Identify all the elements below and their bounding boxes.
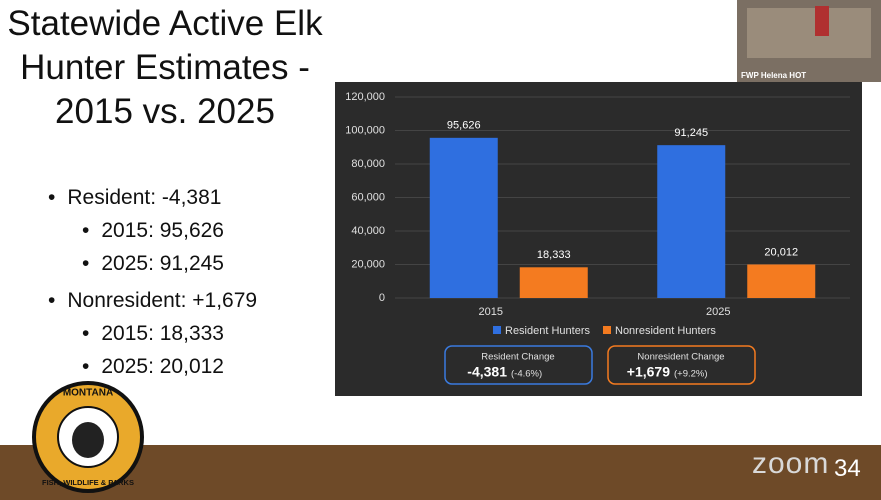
logo-top-text: MONTANA <box>63 388 113 399</box>
bar <box>429 137 498 298</box>
change-box-value: +1,679 <box>627 364 670 380</box>
data-label: 18,333 <box>537 249 571 261</box>
y-tick-label: 20,000 <box>351 258 385 270</box>
zoom-watermark: zoom <box>752 447 830 480</box>
chart-background <box>335 82 862 396</box>
sub-bullet: 2015: 18,333 <box>82 322 224 346</box>
change-box-pct: (+9.2%) <box>674 369 708 380</box>
bar <box>519 267 588 298</box>
x-tick-label: 2025 <box>706 306 730 318</box>
y-tick-label: 0 <box>379 292 385 304</box>
data-label: 91,245 <box>674 127 708 139</box>
footer-bar <box>0 445 881 500</box>
sub-bullet: 2025: 91,245 <box>82 252 224 276</box>
legend-label: Nonresident Hunters <box>615 325 716 337</box>
legend-swatch <box>603 326 611 334</box>
slide-title: Statewide Active Elk Hunter Estimates - … <box>7 4 323 131</box>
legend-swatch <box>493 326 501 334</box>
y-tick-label: 60,000 <box>351 191 385 203</box>
video-label: FWP Helena HOT <box>741 71 807 80</box>
bar <box>747 264 816 298</box>
y-tick-label: 120,000 <box>345 91 385 103</box>
change-box-title: Nonresident Change <box>637 352 724 363</box>
bullet: Resident: -4,381 <box>48 186 221 210</box>
video-thumbnail <box>737 0 881 82</box>
logo: MONTANA FISH, WILDLIFE & PARKS <box>32 381 144 493</box>
change-box-pct: (-4.6%) <box>511 369 542 380</box>
sub-bullet: 2015: 95,626 <box>82 219 224 243</box>
logo-bear-face <box>72 422 104 458</box>
page-number: 34 <box>834 455 861 482</box>
change-box <box>607 345 756 385</box>
bullet: Nonresident: +1,679 <box>48 289 257 313</box>
logo-bottom-text: FISH, WILDLIFE & PARKS <box>42 478 134 487</box>
chart: 0 20,000 40,000 60,000 80,000 100,000 120,000 2… <box>335 82 862 396</box>
data-label: 20,012 <box>764 246 798 258</box>
y-tick-label: 80,000 <box>351 158 385 170</box>
y-tick-label: 100,000 <box>345 124 385 136</box>
change-box-title: Resident Change <box>481 352 554 363</box>
y-tick-label: 40,000 <box>351 225 385 237</box>
x-tick-label: 2015 <box>479 306 503 318</box>
legend-label: Resident Hunters <box>505 325 590 337</box>
bar <box>657 145 726 298</box>
data-label: 95,626 <box>447 120 481 132</box>
sub-bullet: 2025: 20,012 <box>82 355 224 379</box>
change-box-value: -4,381 <box>467 364 507 380</box>
change-box <box>444 345 593 385</box>
